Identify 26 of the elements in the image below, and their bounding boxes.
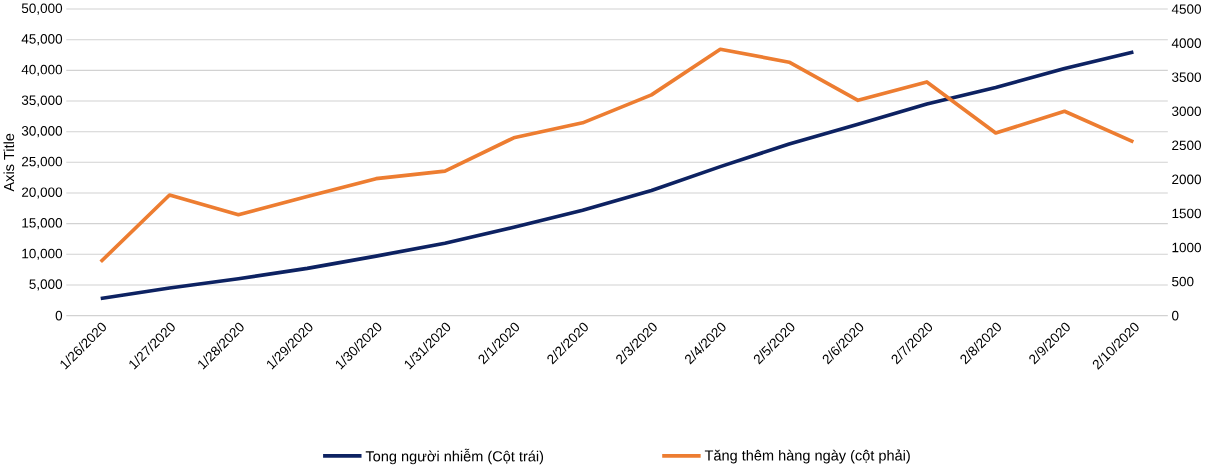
- line-series: [98, 50, 1136, 301]
- y2-tick-label: 3500: [1172, 72, 1202, 82]
- y-tick-label: 15,000: [22, 218, 63, 230]
- y-tick-label: 5,000: [29, 279, 63, 291]
- y2-tick-label: 1500: [1172, 208, 1202, 219]
- y-tick-label: 40,000: [21, 64, 63, 76]
- y-tick-label: 45,000: [21, 34, 63, 46]
- y-tick-label: 50,000: [21, 3, 63, 15]
- y2-tick-label: 0: [1172, 310, 1179, 321]
- y-tick-label: 35,000: [21, 95, 63, 107]
- y2-tick-label: 500: [1172, 276, 1194, 287]
- y2-tick-label: 2500: [1172, 140, 1202, 151]
- y-tick-label: 20,000: [21, 187, 63, 199]
- y2-tick-label: 3000: [1172, 106, 1202, 116]
- y-tick-label: 30,000: [21, 126, 63, 138]
- y-tick-label: 25,000: [21, 156, 63, 168]
- y2-tick-label: 4000: [1171, 38, 1202, 48]
- y-tick-label: 10,000: [22, 248, 63, 260]
- y-tick-label: 0: [55, 310, 63, 321]
- legend-label: Tong người nhiễm (Cột trái): [365, 448, 544, 465]
- y2-tick-label: 2000: [1172, 174, 1202, 185]
- line-series: [98, 47, 1136, 264]
- y2-tick-label: 1000: [1172, 242, 1202, 253]
- y-axis-title: Axis Title: [3, 133, 15, 192]
- legend-label: Tăng thêm hàng ngày (cột phải): [704, 449, 910, 464]
- y2-tick-label: 4500: [1171, 4, 1202, 14]
